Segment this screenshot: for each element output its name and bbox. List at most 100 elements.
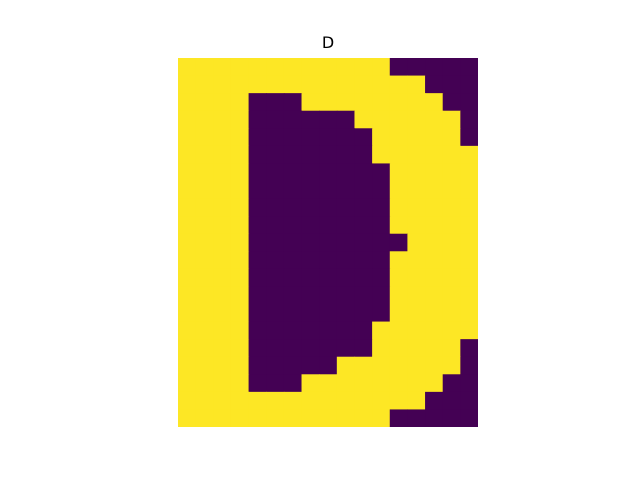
heatmap-cell (336, 304, 356, 323)
heatmap-cell (442, 409, 461, 427)
heatmap-cell (178, 198, 197, 217)
heatmap-cell (230, 163, 250, 182)
heatmap-cell (425, 58, 444, 77)
heatmap-cell (372, 163, 391, 182)
heatmap-cell (195, 356, 214, 375)
heatmap-cell (442, 110, 461, 129)
heatmap-cell (372, 339, 391, 358)
heatmap-cell (319, 356, 338, 375)
heatmap-cell (213, 233, 232, 252)
heatmap-cell (442, 181, 461, 200)
heatmap-cell (248, 110, 267, 129)
heatmap-cell (336, 391, 356, 411)
heatmap-cell (283, 339, 303, 358)
heatmap-cell (283, 128, 303, 147)
heatmap-cell (354, 374, 373, 393)
heatmap-cell (407, 75, 426, 94)
heatmap-cell (407, 321, 426, 340)
heatmap-cell (266, 268, 285, 288)
heatmap-cell (248, 409, 267, 427)
heatmap-cell (372, 233, 391, 252)
heatmap-cell (372, 128, 391, 147)
heatmap-cell (460, 145, 478, 165)
heatmap-cell (354, 304, 373, 323)
heatmap-cell (230, 321, 250, 340)
heatmap-cell (389, 304, 409, 323)
heatmap-cell (301, 233, 320, 252)
heatmap-cell (354, 216, 373, 235)
heatmap-cell (425, 145, 444, 165)
heatmap-cell (248, 268, 267, 288)
heatmap-cell (230, 198, 250, 217)
heatmap-cell (319, 163, 338, 182)
heatmap-cell (178, 339, 197, 358)
heatmap-cell (354, 286, 373, 305)
heatmap-cell (230, 216, 250, 235)
heatmap-cell (372, 321, 391, 340)
heatmap-cell (195, 181, 214, 200)
heatmap-cell (389, 145, 409, 165)
heatmap-cell (266, 181, 285, 200)
heatmap-cell (460, 181, 478, 200)
heatmap-cell (178, 374, 197, 393)
heatmap-cell (372, 198, 391, 217)
heatmap-cell (460, 321, 478, 340)
heatmap-cell (354, 321, 373, 340)
heatmap-cell (248, 286, 267, 305)
heatmap-cell (389, 216, 409, 235)
heatmap-cell (213, 198, 232, 217)
heatmap-cell (336, 321, 356, 340)
heatmap-cell (213, 110, 232, 129)
heatmap-cell (442, 216, 461, 235)
heatmap-cell (301, 339, 320, 358)
heatmap-cell (460, 110, 478, 129)
heatmap-cell (425, 251, 444, 270)
heatmap-cell (178, 181, 197, 200)
heatmap-cell (266, 93, 285, 112)
heatmap-cell (354, 409, 373, 427)
heatmap-cell (407, 304, 426, 323)
heatmap-cell (460, 409, 478, 427)
heatmap-cell (266, 251, 285, 270)
heatmap-cell (372, 93, 391, 112)
heatmap-cell (195, 391, 214, 411)
heatmap-cell (319, 145, 338, 165)
heatmap-cell (195, 110, 214, 129)
heatmap-cell (460, 286, 478, 305)
heatmap-cell (178, 93, 197, 112)
heatmap-cell (354, 391, 373, 411)
heatmap-cell (248, 75, 267, 94)
heatmap-cell (230, 251, 250, 270)
heatmap-cell (230, 286, 250, 305)
heatmap-cell (301, 163, 320, 182)
heatmap-cell (195, 198, 214, 217)
heatmap-cell (336, 356, 356, 375)
heatmap-cell (283, 145, 303, 165)
heatmap-cell (213, 216, 232, 235)
heatmap-cell (407, 58, 426, 77)
heatmap-cell (372, 391, 391, 411)
heatmap-cell (425, 356, 444, 375)
heatmap-cell (248, 304, 267, 323)
heatmap-cell (389, 391, 409, 411)
heatmap-cell (301, 58, 320, 77)
heatmap-cell (178, 110, 197, 129)
heatmap-cell (301, 286, 320, 305)
heatmap-cell (301, 268, 320, 288)
heatmap-cell (319, 339, 338, 358)
heatmap-cell (389, 268, 409, 288)
heatmap-cell (389, 374, 409, 393)
heatmap-cell (248, 181, 267, 200)
heatmap-cell (301, 304, 320, 323)
heatmap-cell (283, 233, 303, 252)
heatmap-cell (389, 75, 409, 94)
heatmap-cell (389, 93, 409, 112)
heatmap-cell (319, 304, 338, 323)
heatmap-cell (266, 339, 285, 358)
heatmap-cell (178, 163, 197, 182)
heatmap-cell (442, 58, 461, 77)
heatmap-cell (283, 163, 303, 182)
heatmap-cell (301, 321, 320, 340)
heatmap-cell (354, 58, 373, 77)
